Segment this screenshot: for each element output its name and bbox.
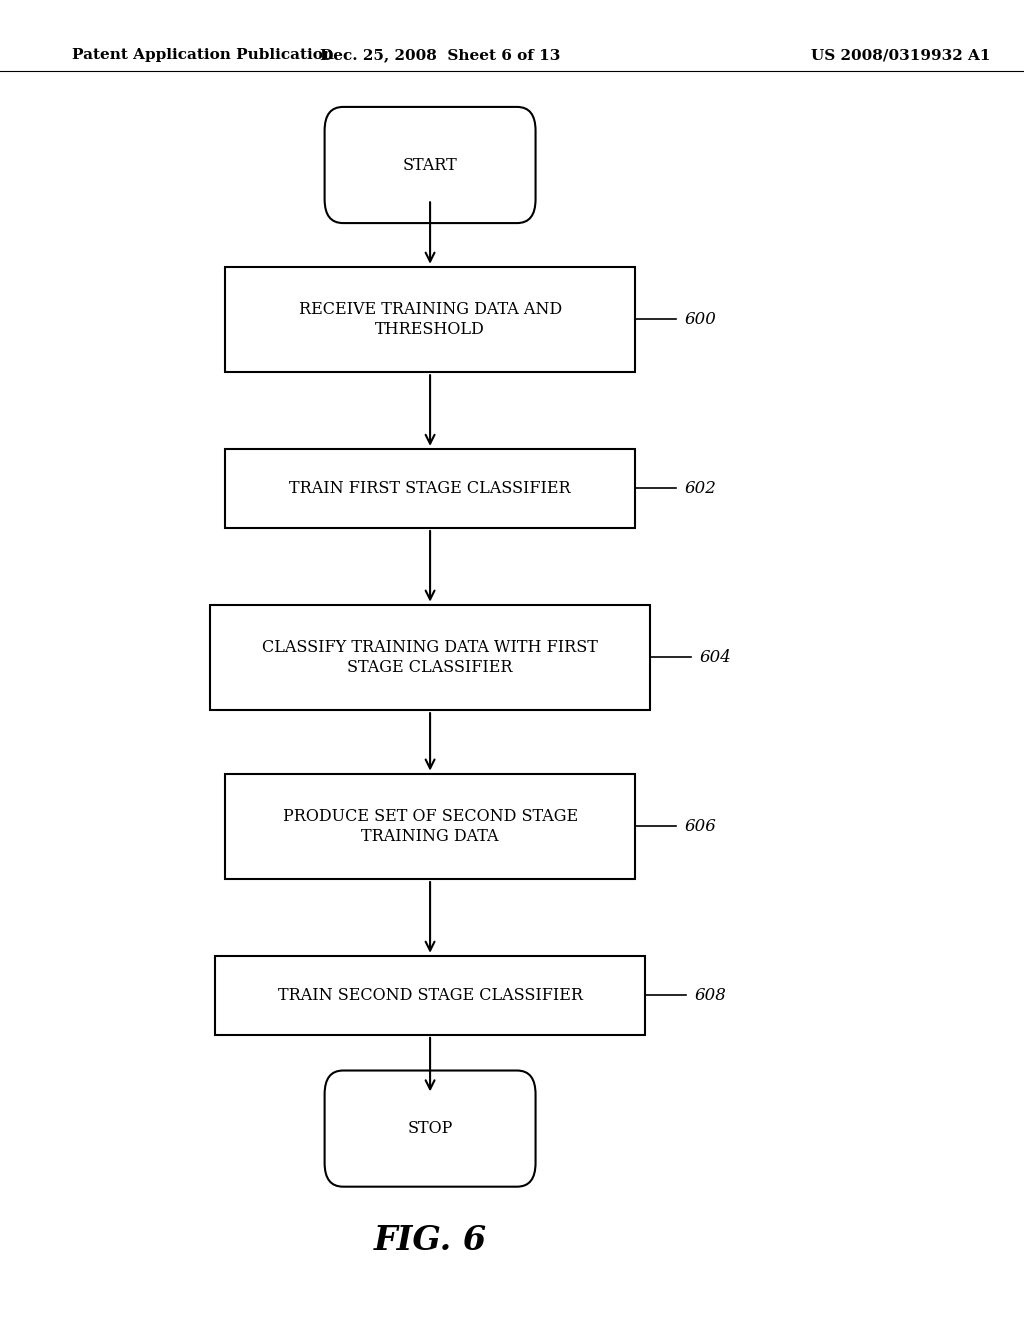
- Text: Patent Application Publication: Patent Application Publication: [72, 49, 334, 62]
- FancyBboxPatch shape: [325, 1071, 536, 1187]
- Bar: [225, 449, 635, 528]
- Bar: [210, 605, 650, 710]
- Text: 604: 604: [699, 649, 731, 665]
- Text: US 2008/0319932 A1: US 2008/0319932 A1: [811, 49, 991, 62]
- Bar: [225, 774, 635, 879]
- Text: RECEIVE TRAINING DATA AND
THRESHOLD: RECEIVE TRAINING DATA AND THRESHOLD: [299, 301, 561, 338]
- Text: START: START: [402, 157, 458, 173]
- Text: CLASSIFY TRAINING DATA WITH FIRST
STAGE CLASSIFIER: CLASSIFY TRAINING DATA WITH FIRST STAGE …: [262, 639, 598, 676]
- Text: 600: 600: [684, 312, 716, 327]
- Text: 602: 602: [684, 480, 716, 496]
- Bar: [215, 956, 645, 1035]
- Text: TRAIN SECOND STAGE CLASSIFIER: TRAIN SECOND STAGE CLASSIFIER: [278, 987, 583, 1003]
- Text: 606: 606: [684, 818, 716, 834]
- Text: TRAIN FIRST STAGE CLASSIFIER: TRAIN FIRST STAGE CLASSIFIER: [289, 480, 571, 496]
- Text: 608: 608: [694, 987, 726, 1003]
- Text: PRODUCE SET OF SECOND STAGE
TRAINING DATA: PRODUCE SET OF SECOND STAGE TRAINING DAT…: [283, 808, 578, 845]
- Text: Dec. 25, 2008  Sheet 6 of 13: Dec. 25, 2008 Sheet 6 of 13: [321, 49, 560, 62]
- FancyBboxPatch shape: [325, 107, 536, 223]
- Bar: [225, 267, 635, 372]
- Text: FIG. 6: FIG. 6: [374, 1225, 486, 1257]
- Text: STOP: STOP: [408, 1121, 453, 1137]
